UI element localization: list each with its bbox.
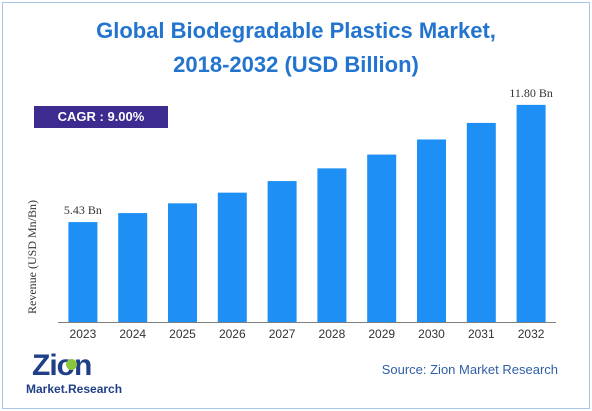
bar-2027 <box>267 181 297 322</box>
chart-title: Global Biodegradable Plastics Market, 20… <box>0 14 592 82</box>
bar-2028 <box>317 168 347 322</box>
bar-2029 <box>367 154 397 322</box>
x-tick-label: 2023 <box>70 327 97 341</box>
bar-2025 <box>168 203 197 322</box>
x-tick-label: 2030 <box>418 327 445 341</box>
bar-2023 <box>68 222 98 322</box>
bar-2024 <box>118 213 148 322</box>
x-tick-label: 2028 <box>319 327 346 341</box>
x-tick-label: 2026 <box>219 327 246 341</box>
x-tick-label: 2029 <box>368 327 395 341</box>
x-tick-label: 2032 <box>518 327 545 341</box>
title-line-1: Global Biodegradable Plastics Market, <box>96 18 496 43</box>
zion-logo-icon: Zion Market.Research <box>26 350 136 398</box>
y-axis-label: Revenue (USD Mn/Bn) <box>25 200 39 314</box>
x-tick-labels: 2023 2024 2025 2026 2027 2028 2029 2030 2031 2032 <box>70 327 545 341</box>
data-label: 11.80 Bn <box>509 86 553 100</box>
x-tick-label: 2024 <box>119 327 146 341</box>
title-line-2: 2018-2032 (USD Billion) <box>173 52 419 77</box>
x-tick-label: 2025 <box>169 327 196 341</box>
bar-2026 <box>217 192 247 322</box>
bar-2032 <box>516 104 546 322</box>
x-tick-label: 2027 <box>269 327 296 341</box>
bar-2030 <box>417 139 446 322</box>
data-labels: 5.43 Bn 11.80 Bn <box>64 86 553 217</box>
logo-main-text: Zion <box>32 349 92 382</box>
logo-dot <box>66 359 77 370</box>
x-tick-label: 2031 <box>468 327 495 341</box>
cagr-badge: CAGR : 9.00% <box>34 106 168 128</box>
data-label: 5.43 Bn <box>64 203 102 217</box>
bars-group <box>68 104 546 322</box>
source-note: Source: Zion Market Research <box>381 362 558 377</box>
logo-sub-text: Market.Research <box>26 382 123 396</box>
bar-2031 <box>466 122 496 322</box>
